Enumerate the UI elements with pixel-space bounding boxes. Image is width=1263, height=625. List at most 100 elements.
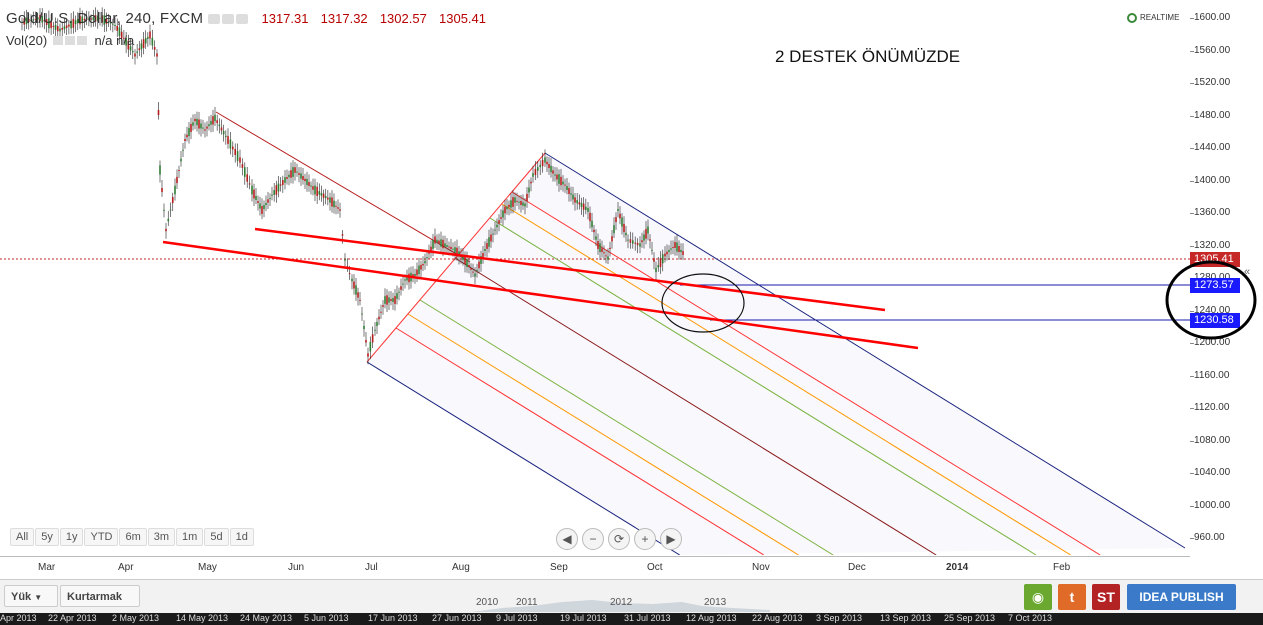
candle-body bbox=[134, 53, 136, 57]
time-axis[interactable]: Mar Apr May Jun Jul Aug Sep Oct Nov Dec 2014 Feb bbox=[0, 556, 1190, 579]
gear-icon[interactable] bbox=[64, 36, 75, 45]
candle-body bbox=[532, 173, 534, 177]
ohlc-close: 1305.41 bbox=[439, 11, 486, 26]
candle-body bbox=[504, 206, 506, 214]
candle-body bbox=[136, 51, 138, 53]
time-tick-label: Sep bbox=[550, 562, 568, 573]
candle-body bbox=[666, 251, 668, 255]
candle-body bbox=[576, 200, 578, 204]
pitchfork-line bbox=[501, 203, 1071, 555]
candle-body bbox=[112, 23, 114, 25]
candle-body bbox=[198, 119, 200, 129]
candle-body bbox=[151, 37, 154, 46]
price-tick-label: 1480.00 bbox=[1194, 109, 1231, 121]
eye-icon[interactable] bbox=[208, 14, 221, 25]
range-button-5y[interactable]: 5y bbox=[35, 528, 59, 546]
candle-body bbox=[406, 277, 408, 281]
close-icon[interactable] bbox=[76, 36, 87, 45]
candle-body bbox=[204, 129, 206, 131]
price-tickmark bbox=[1190, 505, 1194, 507]
eye-icon[interactable] bbox=[52, 36, 63, 45]
candle-body bbox=[227, 136, 229, 144]
range-button-1y[interactable]: 1y bbox=[59, 528, 84, 546]
candle-body bbox=[632, 240, 634, 244]
reset-icon[interactable]: ⟳ bbox=[608, 528, 630, 550]
candle-body bbox=[142, 39, 145, 48]
range-button-3m[interactable]: 3m bbox=[147, 528, 176, 546]
range-button-1d[interactable]: 1d bbox=[229, 528, 254, 546]
candle-body bbox=[530, 181, 532, 184]
candle-body bbox=[470, 268, 472, 270]
scroll-left-icon[interactable]: ◀ bbox=[556, 528, 578, 550]
candle-body bbox=[599, 243, 601, 253]
range-button-5d[interactable]: 5d bbox=[204, 528, 229, 546]
candle-body bbox=[488, 237, 490, 247]
range-button-ytd[interactable]: YTD bbox=[84, 528, 119, 546]
candle-body bbox=[41, 16, 44, 23]
candle-body bbox=[59, 28, 61, 32]
candle-body bbox=[593, 229, 595, 233]
candle-body bbox=[402, 283, 404, 285]
price-chart[interactable] bbox=[0, 0, 1190, 555]
range-button-6m[interactable]: 6m bbox=[119, 528, 147, 546]
candle-body bbox=[43, 19, 46, 22]
stocktwits-button[interactable]: ST bbox=[1092, 584, 1120, 610]
candle-body bbox=[54, 24, 57, 30]
candle-body bbox=[271, 194, 273, 196]
candle-body bbox=[476, 269, 478, 271]
date-strip-label: 13 Sep 2013 bbox=[880, 613, 932, 623]
candle-body bbox=[218, 124, 221, 127]
candle-body bbox=[88, 18, 90, 20]
candle-body bbox=[446, 245, 448, 247]
candle-body bbox=[386, 295, 388, 305]
range-button-1m[interactable]: 1m bbox=[176, 528, 204, 546]
candle-body bbox=[65, 25, 68, 28]
price-tick-label: 1200.00 bbox=[1194, 337, 1231, 348]
candle-body bbox=[480, 256, 482, 264]
candle-body bbox=[490, 234, 492, 242]
candle-body bbox=[70, 20, 72, 29]
price-axis[interactable]: « 1600.00 1560.00 1520.00 1480.00 1440.00 140… bbox=[1190, 0, 1263, 555]
collapse-icon[interactable]: « bbox=[1244, 266, 1251, 278]
symbol-title: Gold/U.S. Dollar, 240, FXCM bbox=[6, 10, 204, 27]
candle-body bbox=[566, 185, 568, 191]
zoom-in-icon[interactable]: + bbox=[634, 528, 656, 550]
candle-body bbox=[23, 18, 26, 25]
time-navigator[interactable]: 2010 2011 2012 2013 bbox=[472, 594, 770, 612]
candle-body bbox=[267, 199, 269, 203]
candle-body bbox=[424, 260, 426, 264]
candle-body bbox=[520, 200, 522, 206]
idea-publish-button[interactable]: IDEA PUBLISH bbox=[1127, 584, 1236, 610]
candle-body bbox=[244, 167, 246, 177]
candle-body bbox=[454, 247, 456, 253]
candle-body bbox=[627, 239, 629, 241]
candle-body bbox=[273, 190, 275, 195]
chart-annotation[interactable]: 2 DESTEK ÖNÜMÜZDE bbox=[775, 47, 961, 66]
candle-body bbox=[426, 257, 428, 259]
scroll-right-icon[interactable]: ▶ bbox=[660, 528, 682, 550]
candle-body bbox=[186, 134, 188, 138]
save-button[interactable]: Kurtarmak bbox=[60, 585, 140, 607]
candle-body bbox=[482, 253, 484, 257]
candle-body bbox=[414, 273, 416, 277]
load-button[interactable]: Yük ▼ bbox=[4, 585, 58, 607]
range-button-all[interactable]: All bbox=[10, 528, 35, 546]
zoom-out-icon[interactable]: − bbox=[582, 528, 604, 550]
candle-body bbox=[438, 240, 440, 244]
pitchfork-line bbox=[454, 257, 937, 555]
twitter-icon[interactable]: t bbox=[1058, 584, 1086, 610]
candle-body bbox=[546, 161, 548, 165]
chart-area[interactable]: Gold/U.S. Dollar, 240, FXCM 1317.31 1317… bbox=[0, 0, 1191, 555]
price-tick-label: 1400.00 bbox=[1194, 174, 1231, 186]
price-tickmark bbox=[1190, 375, 1194, 377]
candle-body bbox=[236, 151, 239, 161]
candle-body bbox=[378, 316, 380, 320]
candle-body bbox=[668, 249, 670, 253]
camera-icon[interactable]: ◉ bbox=[1024, 584, 1052, 610]
pitchfork bbox=[366, 152, 1186, 555]
gear-icon[interactable] bbox=[222, 14, 235, 25]
close-icon[interactable] bbox=[236, 14, 249, 25]
candle-body bbox=[129, 46, 132, 51]
candle-body bbox=[182, 149, 184, 151]
candle-body bbox=[192, 122, 194, 126]
